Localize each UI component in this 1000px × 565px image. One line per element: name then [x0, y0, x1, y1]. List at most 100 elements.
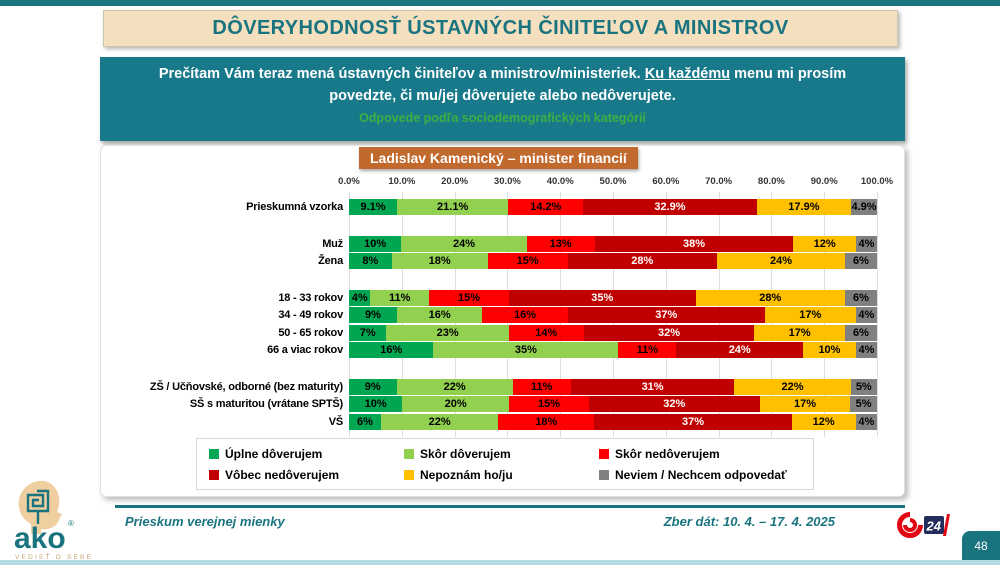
swirl-icon	[897, 512, 923, 538]
bar-segment: 9%	[349, 378, 397, 395]
bar-segment: 17%	[764, 307, 856, 323]
bar-segment: 4.9%	[851, 199, 877, 215]
bar-segment: 24%	[676, 342, 804, 358]
bar-segment: 6%	[349, 413, 381, 430]
category-label: 18 - 33 rokov	[278, 291, 343, 304]
bar-segment: 9.1%	[349, 199, 397, 215]
chart-card: Ladislav Kamenický – minister financií 0…	[100, 145, 905, 497]
bar-segment: 22%	[381, 413, 499, 430]
bar-segment: 5%	[850, 396, 877, 412]
bar-segment: 37%	[594, 413, 792, 430]
footer-divider	[115, 505, 905, 508]
bar-segment: 18%	[391, 253, 488, 269]
stacked-bar: 10% 24% 13% 38% 12% 4%	[349, 235, 877, 252]
gridline	[877, 192, 878, 437]
swirl-inner-icon	[903, 518, 917, 532]
bar-segment: 4%	[855, 342, 877, 358]
question-text: Prečítam Vám teraz mená ústavných činite…	[100, 57, 905, 108]
bar-segment: 37%	[567, 307, 765, 323]
row-group-spacer	[101, 360, 881, 379]
bar-segment: 12%	[791, 413, 856, 430]
x-axis-tick: 50.0%	[599, 176, 627, 187]
bar-segment: 23%	[386, 324, 509, 341]
bar-segment: 4%	[855, 413, 877, 430]
person-badge: Ladislav Kamenický – minister financií	[359, 147, 638, 169]
stacked-bar: 10% 20% 15% 32% 17% 5%	[349, 396, 877, 412]
bar-segment: 17%	[754, 324, 845, 341]
bar-segment: 28%	[695, 289, 845, 306]
legend-item: Nepoznám ho/ju	[404, 468, 599, 482]
survey-type-label: Prieskum verejnej mienky	[125, 514, 285, 529]
bar-segment: 21.1%	[397, 199, 509, 215]
legend: Úplne dôverujem Skôr dôverujem Skôr nedôve…	[196, 438, 814, 490]
chart-row: Muž 10% 24% 13% 38% 12% 4%	[101, 235, 881, 252]
bar-segment: 7%	[349, 324, 387, 341]
bar-segment: 35%	[508, 289, 696, 306]
stacked-bar: 7% 23% 14% 32% 17% 6%	[349, 324, 877, 341]
bar-segment: 16%	[397, 307, 483, 323]
bottom-border-strip	[0, 560, 1000, 565]
stacked-bar: 16% 35% 11% 24% 10% 4%	[349, 342, 877, 358]
top-border-strip	[0, 0, 1000, 6]
question-text-after: menu mi prosím povedzte, či mu/jej dôver…	[329, 66, 847, 104]
chart-row: ZŠ / Učňovské, odborné (bez maturity) 9% 2…	[101, 378, 881, 395]
stacked-bar: 6% 22% 18% 37% 12% 4%	[349, 413, 877, 430]
legend-marker	[599, 469, 609, 480]
legend-item: Vôbec nedôverujem	[209, 468, 404, 482]
bar-segment: 9%	[349, 307, 397, 323]
x-axis-tick: 70.0%	[705, 176, 733, 187]
question-text-before: Prečítam Vám teraz mená ústavných činite…	[158, 66, 645, 82]
chart-row: 66 a viac rokov 16% 35% 11% 24% 10% 4%	[101, 342, 881, 358]
category-label: Prieskumná vzorka	[246, 201, 343, 213]
legend-marker	[209, 469, 219, 480]
x-axis-tick: 20.0%	[441, 176, 469, 187]
category-label: 34 - 49 rokov	[278, 309, 343, 321]
bar-segment: 35%	[433, 342, 619, 358]
category-label: Žena	[318, 255, 343, 267]
ako-agency-logo: ako ® VEDIEŤ O SEBE	[14, 480, 91, 561]
bar-segment: 11%	[512, 378, 571, 395]
legend-item: Skôr dôverujem	[404, 447, 599, 461]
page-number-badge: 48	[962, 531, 1000, 560]
x-axis-tick: 10.0%	[388, 176, 416, 187]
stacked-bar: 4% 11% 15% 35% 28% 6%	[349, 289, 877, 306]
spiral-icon	[26, 489, 50, 524]
stacked-bar: 9% 16% 16% 37% 17% 4%	[349, 307, 877, 323]
bar-segment: 6%	[844, 289, 877, 306]
stacked-bar: 9% 22% 11% 31% 22% 5%	[349, 378, 877, 395]
stacked-bar: 9.1% 21.1% 14.2% 32.9% 17.9% 4.9%	[349, 199, 877, 215]
legend-item: Úplne dôverujem	[209, 447, 404, 461]
bar-segment: 12%	[793, 235, 857, 252]
bar-segment: 20%	[402, 396, 509, 412]
chart-row: VŠ 6% 22% 18% 37% 12% 4%	[101, 413, 881, 430]
bar-segment: 8%	[349, 253, 392, 269]
category-label: VŠ	[328, 415, 343, 428]
bar-segment: 31%	[570, 378, 735, 395]
stacked-bar: 8% 18% 15% 28% 24% 6%	[349, 253, 877, 269]
bar-segment: 28%	[567, 253, 717, 269]
bar-segment: 18%	[498, 413, 595, 430]
x-axis-tick: 90.0%	[810, 176, 838, 187]
category-label: SŠ s maturitou (vrátane SPTŠ)	[189, 398, 343, 410]
bar-segment: 15%	[428, 289, 509, 306]
legend-label: Skôr dôverujem	[420, 446, 511, 461]
legend-item: Neviem / Nechcem odpovedať	[599, 468, 813, 482]
question-text-underlined: Ku každému	[644, 66, 731, 82]
bar-segment: 13%	[526, 235, 595, 252]
svg-text:ako: ako	[14, 522, 66, 555]
chart-row: 18 - 33 rokov 4% 11% 15% 35% 28% 6%	[101, 289, 881, 306]
x-axis-ticks: 0.0% 10.0% 20.0% 30.0% 40.0% 50.0% 60.0% 70.0% 8…	[338, 176, 893, 188]
bar-segment: 16%	[349, 342, 434, 358]
category-label: 66 a viac rokov	[267, 344, 343, 356]
legend-label: Vôbec nedôverujem	[225, 467, 340, 482]
tv-channel-24-logo: 24	[897, 512, 950, 538]
category-label: Muž	[322, 237, 343, 250]
bar-segment: 15%	[487, 253, 568, 269]
chart-row: 34 - 49 rokov 9% 16% 16% 37% 17% 4%	[101, 307, 881, 323]
legend-marker	[209, 448, 219, 459]
sociodemographic-subtitle: Odpovede podľa sociodemografických kateg…	[359, 110, 646, 125]
legend-label: Neviem / Nechcem odpovedať	[615, 467, 787, 482]
legend-item: Skôr nedôverujem	[599, 447, 813, 461]
legend-label: Úplne dôverujem	[225, 446, 323, 461]
x-axis-tick: 100.0%	[860, 176, 894, 187]
